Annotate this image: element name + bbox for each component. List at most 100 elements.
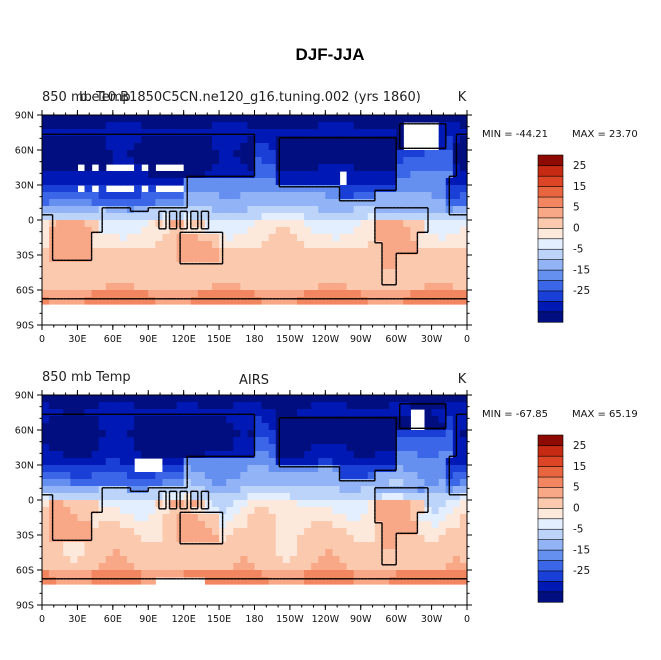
heatmap-cell (289, 276, 298, 284)
heatmap-cell (204, 178, 213, 186)
heatmap-cell (141, 255, 149, 263)
heatmap-cell (459, 507, 468, 515)
heatmap-cell (339, 416, 348, 424)
heatmap-cell (98, 465, 107, 473)
heatmap-cell (417, 549, 426, 557)
heatmap-cell (275, 234, 284, 242)
heatmap-cell (49, 150, 57, 158)
heatmap-cell (148, 570, 156, 578)
heatmap-cell (374, 493, 383, 501)
heatmap-cell (169, 528, 178, 536)
heatmap-cell (431, 157, 440, 165)
heatmap-cell (63, 563, 71, 571)
heatmap-cell (148, 521, 156, 529)
heatmap-cell (311, 430, 319, 438)
heatmap-cell (77, 521, 86, 529)
heatmap-cell (119, 430, 128, 438)
heatmap-cell (445, 500, 454, 508)
heatmap-cell (56, 129, 64, 137)
heatmap-cell (42, 234, 50, 242)
heatmap-cell (98, 234, 107, 242)
heatmap-cell (297, 241, 305, 249)
heatmap-cell (389, 185, 397, 193)
heatmap-cell (261, 220, 270, 228)
heatmap-cell (63, 479, 71, 487)
heatmap-cell (56, 185, 64, 193)
heatmap-cell (77, 528, 86, 536)
heatmap-cell (240, 227, 249, 235)
panel-model-max-label: MAX = 23.70 (572, 129, 638, 140)
panel-airs-min-label: MIN = -67.85 (482, 409, 548, 420)
heatmap-cell (297, 262, 305, 270)
heatmap-cell (233, 458, 241, 466)
heatmap-cell (268, 276, 277, 284)
heatmap-cell (204, 479, 213, 487)
heatmap-cell (332, 255, 341, 263)
heatmap-cell (183, 444, 192, 452)
heatmap-cell (226, 528, 234, 536)
heatmap-cell (42, 192, 50, 200)
heatmap-cell (233, 402, 241, 410)
heatmap-cell (119, 248, 128, 256)
heatmap-cell (382, 514, 390, 522)
heatmap-cell (289, 192, 298, 200)
heatmap-cell (268, 136, 277, 144)
heatmap-cell (84, 136, 93, 144)
heatmap-cell (360, 458, 369, 466)
heatmap-cell (304, 115, 312, 123)
heatmap-cell (389, 500, 397, 508)
heatmap-cell (56, 206, 64, 214)
heatmap-cell (367, 423, 376, 431)
heatmap-cell (275, 556, 284, 564)
heatmap-cell (459, 458, 468, 466)
heatmap-cell (332, 276, 341, 284)
heatmap-cell (396, 542, 404, 550)
heatmap-cell (127, 521, 135, 529)
heatmap-cell (268, 577, 277, 585)
heatmap-cell (282, 297, 291, 305)
heatmap-cell (382, 178, 390, 186)
heatmap-cell (70, 577, 79, 585)
heatmap-cell (254, 248, 263, 256)
heatmap-cell (360, 500, 369, 508)
heatmap-cell (219, 423, 227, 431)
heatmap-cell (219, 164, 227, 172)
heatmap-cell (219, 269, 227, 277)
heatmap-cell (403, 164, 411, 172)
heatmap-cell (282, 269, 291, 277)
heatmap-cell (105, 402, 114, 410)
heatmap-cell (374, 472, 383, 480)
heatmap-cell (438, 262, 447, 270)
heatmap-cell (226, 507, 234, 515)
heatmap-cell (169, 248, 178, 256)
heatmap-cell (374, 213, 383, 221)
heatmap-cell (119, 409, 128, 417)
heatmap-cell (282, 290, 291, 298)
heatmap-cell (353, 199, 362, 207)
heatmap-cell (212, 528, 220, 536)
panel-model: 850 mb Temp b.e10.B1850C5CN.ne120_g16.tu… (42, 90, 638, 140)
heatmap-cell (233, 290, 241, 298)
heatmap-cell (318, 500, 326, 508)
heatmap-cell (367, 178, 376, 186)
heatmap-cell (325, 192, 334, 200)
heatmap-cell (268, 402, 277, 410)
heatmap-cell (169, 437, 178, 445)
heatmap-cell (190, 178, 199, 186)
heatmap-cell (261, 507, 270, 515)
heatmap-cell (56, 213, 64, 221)
heatmap-cell (318, 430, 326, 438)
heatmap-cell (389, 227, 397, 235)
heatmap-cell (438, 171, 447, 179)
heatmap-cell (169, 535, 178, 543)
heatmap-cell (424, 283, 433, 291)
heatmap-cell (275, 115, 284, 123)
heatmap-cell (219, 199, 227, 207)
heatmap-cell (332, 213, 341, 221)
heatmap-cell (459, 290, 468, 298)
heatmap-cell (445, 248, 454, 256)
heatmap-cell (304, 472, 312, 480)
heatmap-cell (70, 178, 79, 186)
heatmap-cell (311, 486, 319, 494)
heatmap-cell (282, 542, 291, 550)
